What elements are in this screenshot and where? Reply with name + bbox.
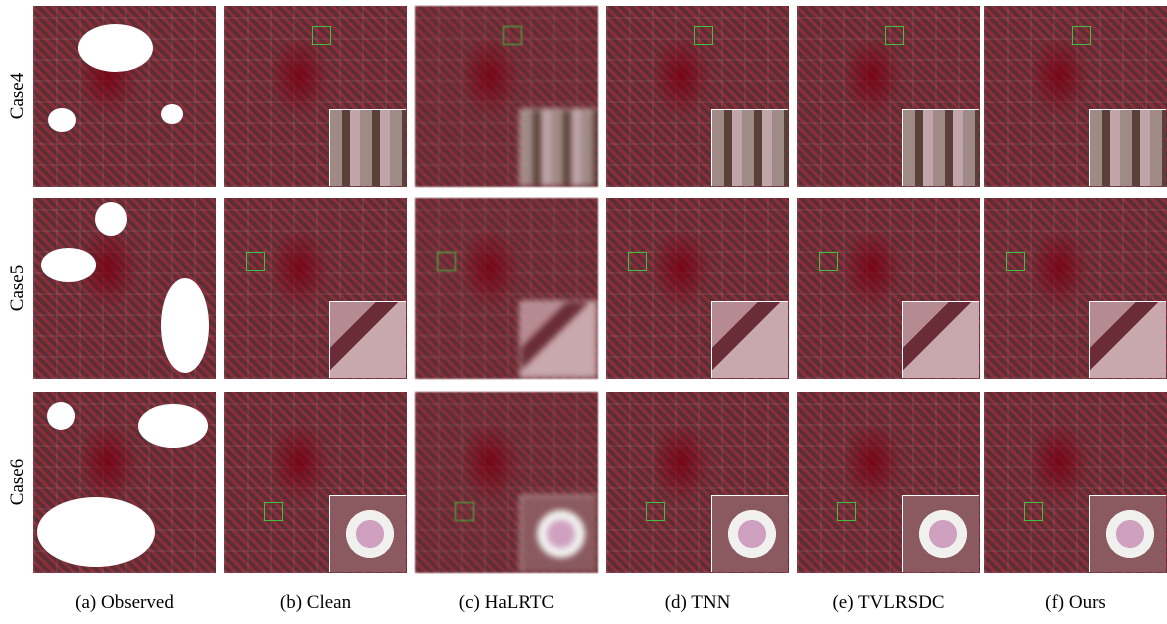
image-tile <box>606 198 789 379</box>
zoom-inset <box>329 495 406 572</box>
zoom-inset <box>1089 495 1166 572</box>
zoom-box <box>503 26 522 45</box>
caption: (a) Observed <box>33 592 216 614</box>
zoom-box <box>1024 502 1043 521</box>
zoom-box <box>837 502 856 521</box>
zoom-inset <box>1089 301 1166 378</box>
page: {"row_labels":["Case4","Case5","Case6"],… <box>0 0 1167 624</box>
cloud-mask <box>47 402 75 430</box>
image-tile <box>984 392 1167 573</box>
cloud-mask <box>161 278 209 373</box>
zoom-box <box>1072 26 1091 45</box>
image-tile <box>33 392 216 573</box>
image-tile <box>33 198 216 379</box>
image-tile <box>415 392 598 573</box>
image-tile <box>224 392 407 573</box>
cloud-mask <box>48 108 76 132</box>
zoom-inset <box>520 495 597 572</box>
cloud-mask <box>41 248 96 282</box>
image-tile <box>797 392 980 573</box>
caption: (f) Ours <box>984 592 1167 614</box>
cloud-mask <box>161 104 183 124</box>
zoom-inset <box>520 109 597 186</box>
zoom-inset <box>329 301 406 378</box>
zoom-inset <box>711 495 788 572</box>
zoom-box <box>1006 252 1025 271</box>
image-tile <box>797 6 980 187</box>
zoom-inset <box>329 109 406 186</box>
row-label: Case6 <box>7 442 29 522</box>
zoom-inset <box>902 301 979 378</box>
zoom-box <box>646 502 665 521</box>
zoom-inset <box>902 495 979 572</box>
zoom-inset <box>711 301 788 378</box>
row-label: Case4 <box>7 56 29 136</box>
zoom-box <box>264 502 283 521</box>
image-tile <box>415 6 598 187</box>
zoom-box <box>437 252 456 271</box>
zoom-box <box>246 252 265 271</box>
row-label: Case5 <box>7 248 29 328</box>
cloud-mask <box>138 404 208 448</box>
image-tile <box>606 6 789 187</box>
zoom-box <box>819 252 838 271</box>
image-tile <box>984 6 1167 187</box>
zoom-inset <box>902 109 979 186</box>
caption: (d) TNN <box>606 592 789 614</box>
caption: (b) Clean <box>224 592 407 614</box>
zoom-box <box>694 26 713 45</box>
caption: (c) HaLRTC <box>415 592 598 614</box>
zoom-box <box>455 502 474 521</box>
image-tile <box>415 198 598 379</box>
image-tile <box>224 6 407 187</box>
image-tile <box>984 198 1167 379</box>
cloud-mask <box>37 497 155 567</box>
image-tile <box>797 198 980 379</box>
zoom-box <box>628 252 647 271</box>
zoom-box <box>885 26 904 45</box>
cloud-mask <box>78 24 153 72</box>
image-tile <box>606 392 789 573</box>
zoom-inset <box>711 109 788 186</box>
zoom-inset <box>520 301 597 378</box>
cloud-mask <box>95 202 127 236</box>
image-tile <box>224 198 407 379</box>
image-tile <box>33 6 216 187</box>
caption: (e) TVLRSDC <box>797 592 980 614</box>
zoom-box <box>312 26 331 45</box>
zoom-inset <box>1089 109 1166 186</box>
